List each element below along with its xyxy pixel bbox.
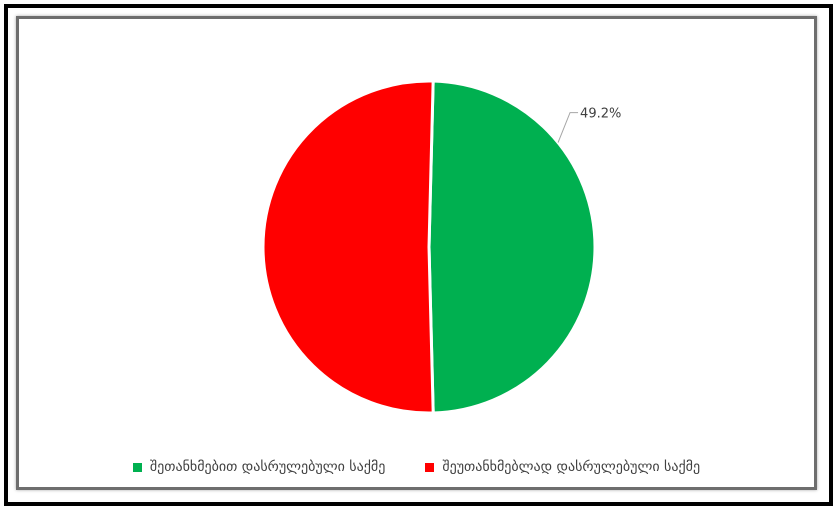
pie-chart: 49.2% bbox=[261, 79, 621, 415]
legend-label-no-agreement: შეუთანხმებლად დასრულებული საქმე bbox=[442, 459, 701, 475]
legend-label-agreement: შეთანხმებით დასრულებული საქმე bbox=[149, 459, 386, 475]
chart-outer-frame: 49.2% შეთანხმებით დასრულებული საქმე შეუთ… bbox=[4, 4, 833, 506]
legend-swatch-green bbox=[132, 462, 142, 472]
pie-data-labels: 49.2% bbox=[580, 107, 621, 122]
pie-slices bbox=[261, 79, 597, 415]
chart-area: 49.2% შეთანხმებით დასრულებული საქმე შეუთ… bbox=[16, 16, 817, 490]
legend-swatch-red bbox=[425, 462, 435, 472]
legend-item-agreement: შეთანხმებით დასრულებული საქმე bbox=[132, 459, 386, 475]
pie-slice-no-agreement bbox=[261, 79, 435, 415]
leader-line-0 bbox=[557, 112, 579, 143]
data-label-0: 49.2% bbox=[580, 107, 621, 122]
chart-legend: შეთანხმებით დასრულებული საქმე შეუთანხმებ… bbox=[19, 459, 814, 475]
pie-leader-lines bbox=[557, 112, 579, 143]
pie-slice-agreement bbox=[427, 79, 597, 415]
legend-item-no-agreement: შეუთანხმებლად დასრულებული საქმე bbox=[425, 459, 700, 475]
